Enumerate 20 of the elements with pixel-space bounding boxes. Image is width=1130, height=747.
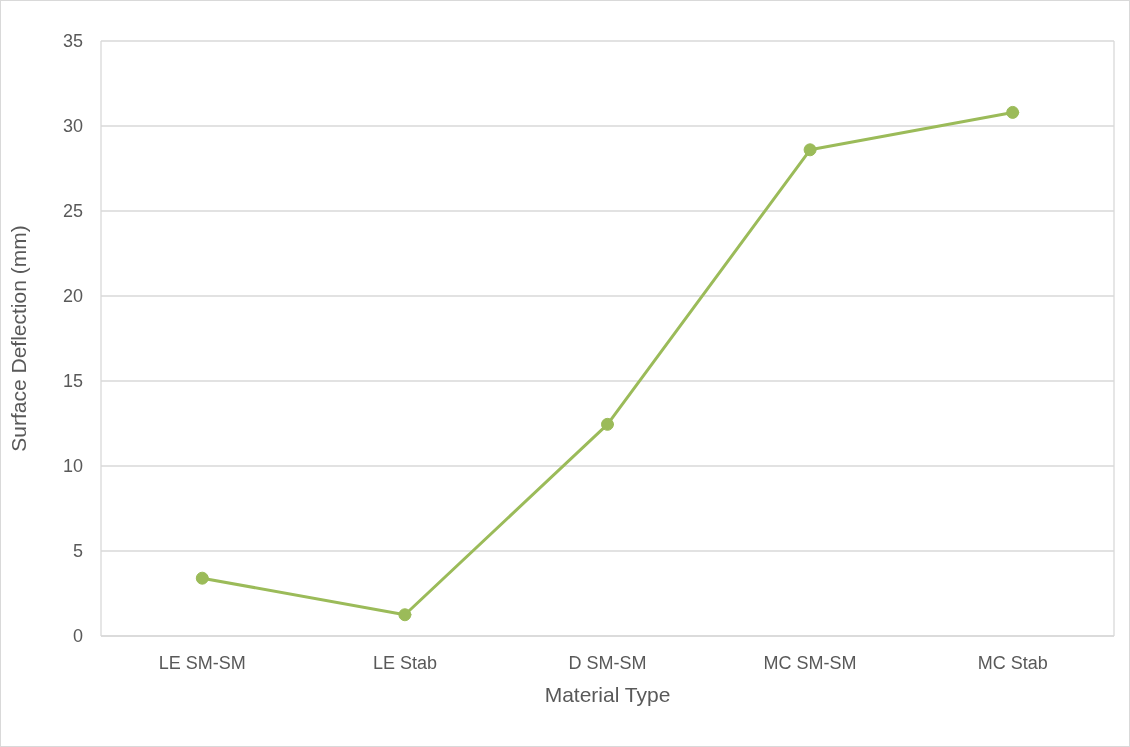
point: [398, 608, 412, 622]
y-tick-label: 25: [62, 201, 83, 222]
y-axis-title: Surface Deflection (mm): [7, 225, 31, 452]
y-tick-label: 5: [72, 541, 83, 562]
point: [601, 417, 614, 431]
y-tick-label: 10: [62, 456, 83, 477]
y-tick-label: 30: [62, 116, 83, 137]
x-tick-label: LE SM-SM: [158, 652, 246, 673]
point: [803, 143, 817, 157]
x-tick-label: LE Stab: [372, 652, 437, 673]
x-tick-label: D SM-SM: [568, 652, 647, 673]
y-tick-label: 15: [62, 371, 83, 392]
point: [195, 571, 209, 585]
x-axis-title: Material Type: [544, 683, 671, 706]
y-tick-label: 20: [62, 286, 83, 307]
x-tick-label: MC Stab: [977, 652, 1048, 673]
x-tick-label: MC SM-SM: [763, 652, 857, 673]
point: [1006, 105, 1020, 119]
y-tick-label: 0: [72, 626, 83, 647]
y-tick-label: 35: [62, 31, 83, 52]
